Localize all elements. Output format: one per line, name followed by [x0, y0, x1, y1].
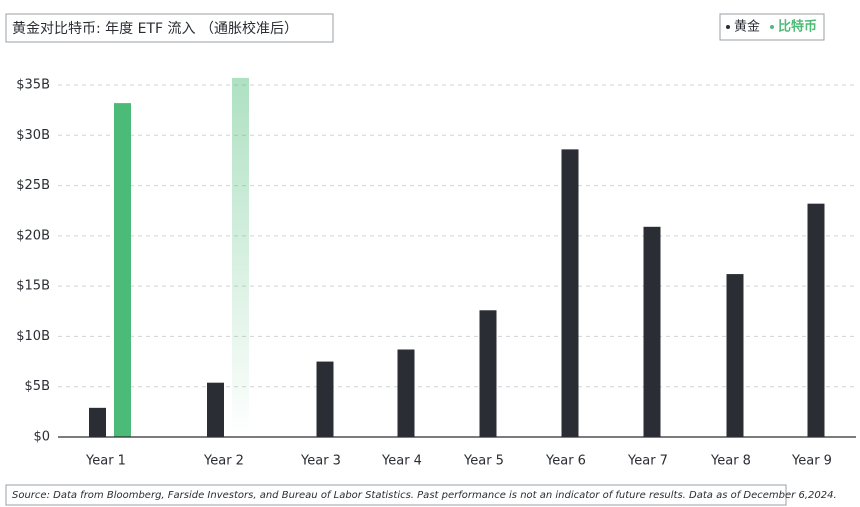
legend-marker — [770, 25, 775, 29]
bar — [643, 226, 661, 437]
chart-title: 黄金对比特币: 年度 ETF 流入 （通胀校准后） — [12, 20, 298, 37]
x-tick-label: Year 9 — [791, 454, 832, 469]
source-note: Source: Data from Bloomberg, Farside Inv… — [12, 490, 837, 501]
bar — [561, 149, 579, 437]
x-tick-label: Year 7 — [627, 454, 668, 469]
x-tick-label: Year 6 — [545, 454, 586, 469]
y-tick-label: $0 — [33, 430, 50, 445]
title-box — [5, 13, 334, 43]
bar — [479, 310, 497, 437]
bar — [807, 203, 825, 437]
y-tick-label: $35B — [16, 78, 50, 93]
bar — [726, 274, 744, 437]
x-tick-label: Year 5 — [463, 454, 504, 469]
source-box — [5, 484, 787, 506]
legend-label: 比特币 — [778, 19, 817, 35]
x-tick-label: Year 3 — [300, 454, 341, 469]
x-tick-label: Year 4 — [381, 454, 422, 469]
y-tick-label: $10B — [16, 329, 50, 344]
y-tick-label: $25B — [16, 178, 50, 193]
bar — [207, 382, 224, 437]
legend-marker — [726, 25, 730, 29]
y-tick-label: $30B — [16, 128, 50, 143]
y-tick-label: $15B — [16, 279, 50, 294]
bar — [232, 77, 249, 438]
bar — [89, 407, 106, 437]
y-tick-label: $20B — [16, 228, 50, 243]
y-tick-label: $5B — [25, 379, 50, 394]
x-tick-label: Year 2 — [203, 454, 244, 469]
legend: 黄金 比特币 — [726, 19, 817, 35]
bar — [316, 361, 334, 437]
bar — [114, 103, 131, 438]
x-tick-label: Year 1 — [85, 454, 126, 469]
bar — [397, 349, 415, 437]
x-tick-label: Year 8 — [710, 454, 751, 469]
legend-label: 黄金 — [734, 19, 760, 35]
